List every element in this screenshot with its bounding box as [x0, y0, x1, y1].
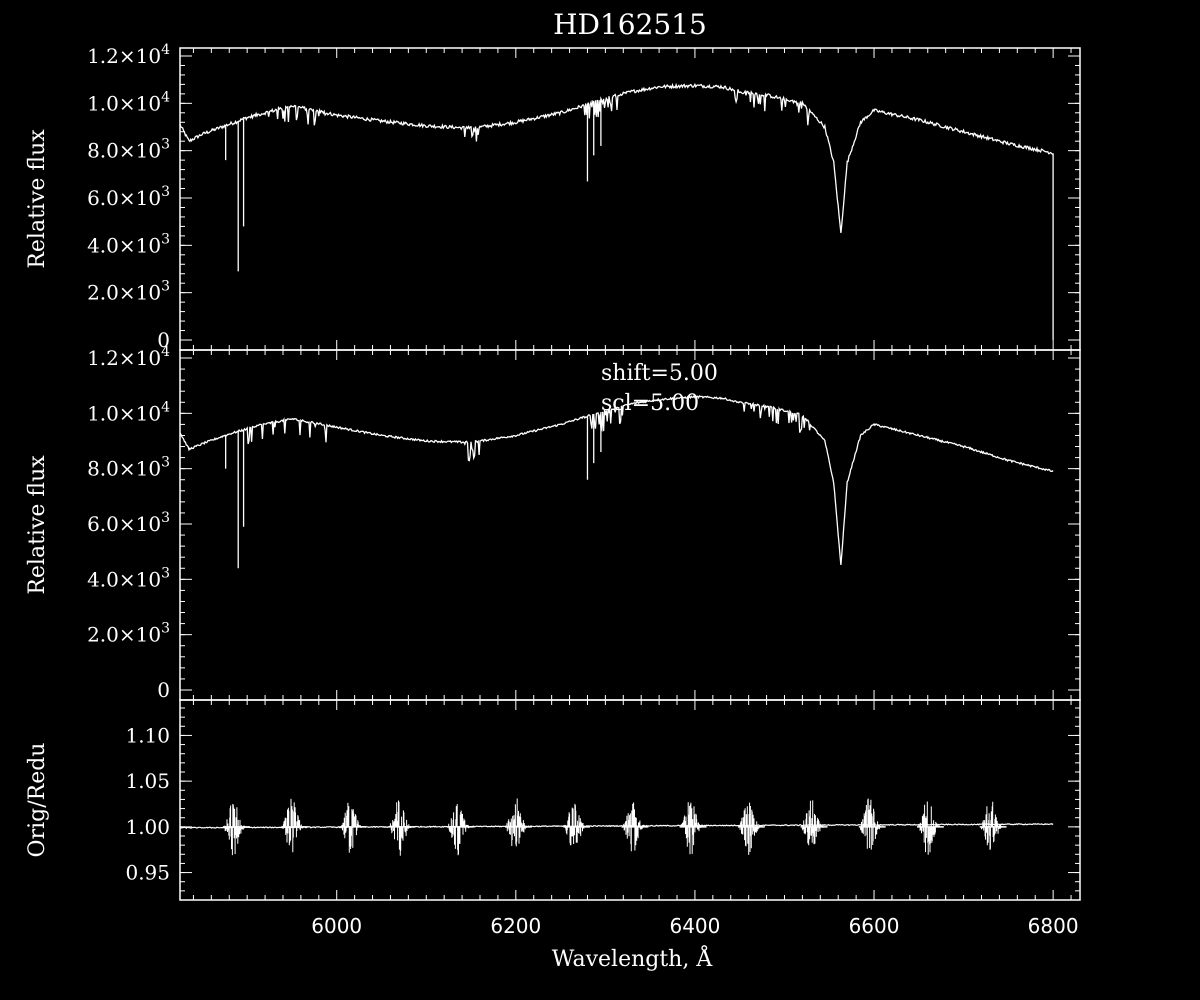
y-tick-label: 4.0×103 — [87, 231, 170, 257]
ratio-burst — [340, 802, 365, 853]
y-tick-label: 8.0×103 — [87, 455, 170, 481]
y-tick-label: 0 — [157, 328, 170, 352]
ratio-burst — [681, 802, 706, 855]
y-tick-label: 0.95 — [125, 861, 170, 885]
ratio-burst — [739, 802, 764, 855]
panel-frame — [179, 699, 1081, 901]
ratio-burst — [918, 801, 943, 855]
y-tick-label: 1.2×104 — [87, 344, 170, 370]
y-tick-label: 2.0×103 — [87, 621, 170, 647]
ratio-burst — [506, 798, 531, 847]
ratio-burst — [448, 804, 473, 856]
x-axis-label: Wavelength, Å — [552, 944, 714, 972]
y-tick-label: 1.05 — [125, 769, 170, 793]
annotation-scl: scl=5.00 — [601, 391, 699, 416]
y-axis-label: Relative flux — [25, 129, 50, 269]
y-tick-label: 2.0×103 — [87, 279, 170, 305]
x-tick-label: 6800 — [1028, 914, 1079, 938]
x-tick-label: 6000 — [311, 914, 362, 938]
ratio-line — [179, 823, 1054, 829]
y-tick-label: 1.10 — [125, 723, 170, 747]
y-tick-label: 6.0×103 — [87, 184, 170, 210]
y-tick-label: 1.2×104 — [87, 42, 170, 68]
ratio-burst — [801, 800, 827, 846]
y-tick-label: 1.0×104 — [87, 89, 170, 115]
panel-bottom: 0.95 1.00 1.05 1.10 Orig/Redu — [25, 699, 1081, 901]
y-axis-label: Relative flux — [25, 455, 50, 595]
x-tick-label: 6400 — [669, 914, 720, 938]
x-tick-label: 6200 — [490, 914, 541, 938]
ratio-burst — [282, 798, 307, 853]
x-tick-label: 6600 — [849, 914, 900, 938]
spectrum-line — [179, 394, 1054, 565]
ratio-burst — [224, 804, 249, 856]
y-tick-label: 8.0×103 — [87, 137, 170, 163]
spectrum-line — [179, 82, 1054, 340]
y-tick-label: 0 — [157, 678, 170, 702]
y-axis-label: Orig/Redu — [25, 743, 50, 858]
panel-top: 0 2.0×103 4.0×103 6.0×103 8.0×103 1.0×104 1.2×… — [25, 42, 1081, 352]
annotation-shift: shift=5.00 — [601, 361, 718, 386]
y-tick-label: 4.0×103 — [87, 565, 170, 591]
y-tick-label: 1.00 — [125, 815, 170, 839]
ratio-burst — [564, 803, 589, 846]
panel-middle: 0 2.0×103 4.0×103 6.0×103 8.0×103 1.0×104 1.2×… — [25, 344, 1081, 702]
x-tick-labels: 6000 6200 6400 6600 6800 — [311, 914, 1078, 938]
ratio-burst — [389, 800, 415, 856]
y-tick-label: 6.0×103 — [87, 510, 170, 536]
ratio-burst — [981, 801, 1006, 850]
panels: 0 2.0×103 4.0×103 6.0×103 8.0×103 1.0×104 1.2×… — [25, 42, 1081, 901]
y-tick-label: 1.0×104 — [87, 399, 170, 425]
chart-title: HD162515 — [553, 8, 707, 41]
panel-frame — [179, 47, 1081, 351]
